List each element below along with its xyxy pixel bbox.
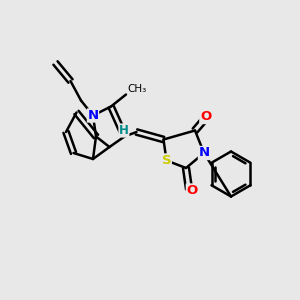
Text: N: N xyxy=(87,109,99,122)
Text: H: H xyxy=(119,124,129,137)
Text: N: N xyxy=(198,146,210,160)
Text: S: S xyxy=(162,154,171,167)
Text: CH₃: CH₃ xyxy=(128,84,147,94)
Text: O: O xyxy=(200,110,211,124)
Text: O: O xyxy=(186,184,198,197)
